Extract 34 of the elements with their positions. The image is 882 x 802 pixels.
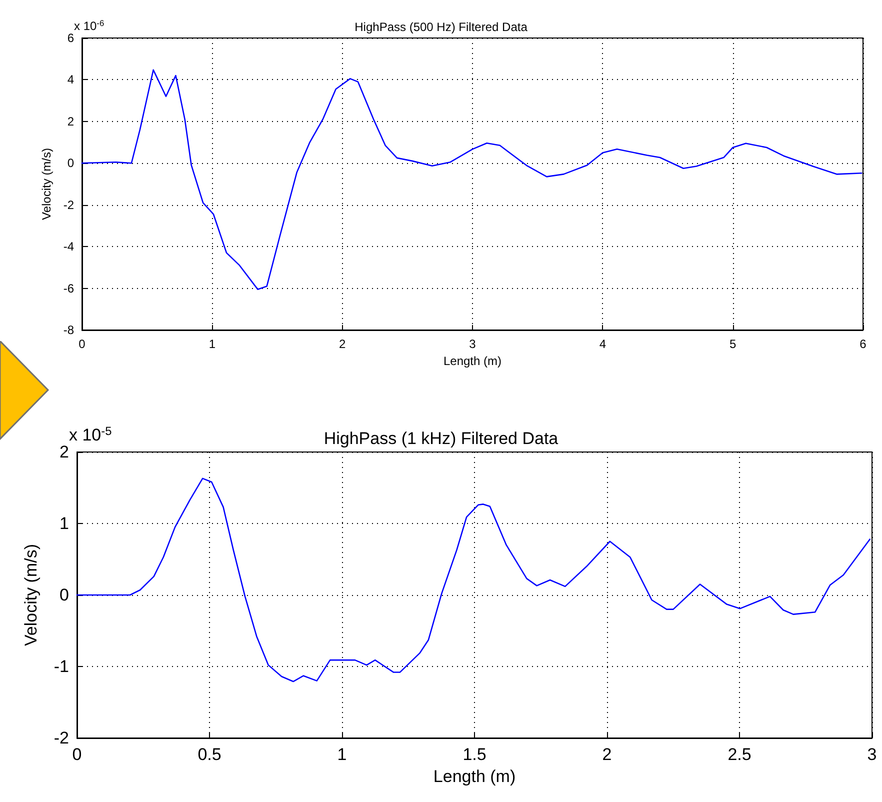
y-tick-label: 2	[67, 114, 74, 128]
x-tick-label: 4	[599, 337, 606, 351]
x-tick-label: 2.5	[728, 745, 752, 764]
y-tick-label: -4	[63, 240, 74, 254]
x-tick-label: 2	[602, 745, 612, 764]
x-tick-label: 0.5	[198, 745, 222, 764]
x-tick-label: 1	[337, 745, 347, 764]
x-tick-label: 0	[78, 337, 86, 351]
y-tick-label: 4	[67, 72, 74, 87]
line-series	[76, 478, 871, 682]
chart-title: HighPass (1 kHz) Filtered Data	[324, 429, 559, 448]
line-series	[81, 69, 862, 290]
y-tick-label: 0	[60, 586, 69, 604]
x-tick-label: 3	[867, 745, 877, 764]
y-tick-label: -2	[54, 728, 69, 748]
y-tick-label: -2	[63, 198, 74, 212]
x-tick-label: 1.5	[462, 745, 486, 764]
y-axis-title: Velocity (m/s)	[39, 148, 54, 220]
y-tick-label: 2	[60, 442, 69, 462]
y-tick-label: -6	[63, 281, 74, 296]
y-tick-label: 0	[67, 156, 74, 170]
y-tick-label: -1	[54, 657, 69, 676]
x-tick-label: 1	[208, 337, 216, 351]
x-tick-label: 6	[860, 337, 867, 351]
x-tick-label: 2	[338, 337, 346, 351]
chart-title: HighPass (500 Hz) Filtered Data	[354, 20, 528, 34]
x-axis-title: Length (m)	[443, 354, 502, 368]
y-tick-label: 1	[60, 514, 69, 533]
y-axis-title: Velocity (m/s)	[22, 544, 41, 646]
x-tick-label: 3	[469, 337, 476, 351]
x-axis-title: Length (m)	[433, 766, 516, 786]
y-tick-label: 6	[67, 31, 74, 45]
y-tick-label: -8	[63, 323, 74, 337]
x-tick-label: 5	[729, 337, 736, 351]
